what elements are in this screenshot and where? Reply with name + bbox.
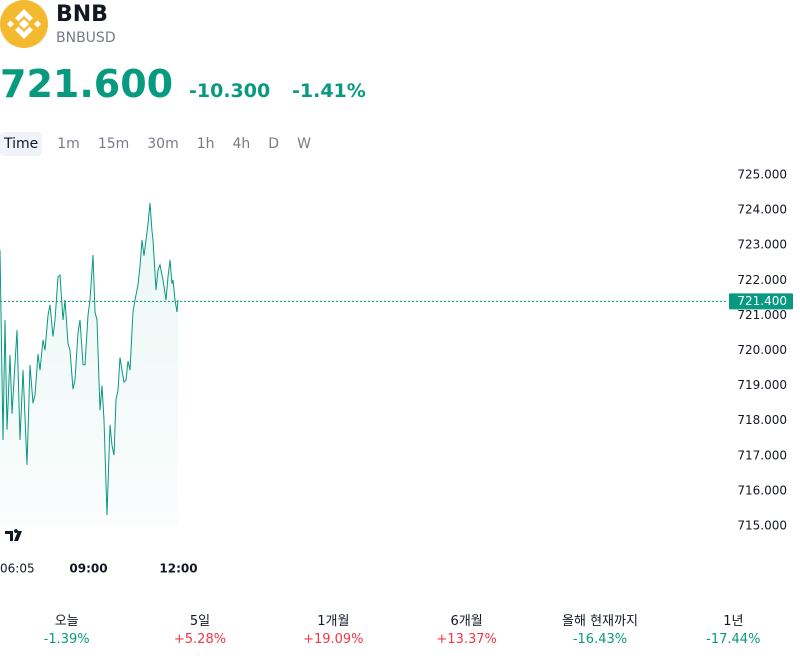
period-label: 5일 — [189, 614, 211, 629]
last-price-label: 721.400 — [737, 294, 787, 308]
x-tick-label: 09:00 — [69, 562, 107, 576]
timeframe-button[interactable]: 30m — [147, 136, 179, 152]
price-line — [0, 203, 179, 516]
timeframe-button[interactable]: 1m — [57, 136, 80, 152]
tv-logo — [1, 523, 27, 549]
timeframe-button[interactable]: 15m — [97, 136, 130, 152]
y-tick-label: 722.000 — [737, 273, 787, 287]
x-tick-label: 12:00 — [159, 562, 197, 576]
timeframe-button[interactable]: W — [297, 136, 311, 152]
performance-item: 오늘 -1.39% — [0, 610, 133, 647]
performance-item: 5일 +5.28% — [133, 610, 266, 647]
price-change: -10.300 — [189, 80, 271, 102]
period-label: 오늘 — [54, 614, 79, 629]
y-tick-label: 717.000 — [737, 448, 787, 462]
price: 721.600 — [0, 62, 174, 106]
period-label: 6개월 — [450, 614, 483, 629]
period-change: +19.09% — [303, 632, 364, 647]
performance-item: 올해 현재까지 -16.43% — [533, 610, 666, 647]
percent-change: -1.41% — [292, 80, 366, 102]
period-label: 1년 — [723, 614, 744, 629]
period-change: -17.44% — [706, 632, 761, 647]
symbol: BNB — [56, 2, 108, 27]
y-tick-label: 725.000 — [737, 168, 787, 182]
chart: 715.000 716.000 717.000 718.000 719.000 720.0… — [0, 168, 793, 576]
performance: 오늘 -1.39% 5일 +5.28% 1개월 +19.09% 6개월 +13.37% 올해 현… — [0, 610, 800, 647]
performance-item: 6개월 +13.37% — [400, 610, 533, 647]
timeframes: Time 1m 15m 30m 1h 4h D W — [0, 132, 320, 156]
period-change: +13.37% — [436, 632, 497, 647]
x-tick-label: 06:05 — [0, 562, 35, 576]
timeframe-button[interactable]: 4h — [232, 136, 251, 152]
timeframe-button[interactable]: D — [268, 136, 280, 152]
period-change: +5.28% — [173, 632, 227, 647]
performance-item: 1개월 +19.09% — [267, 610, 400, 647]
y-tick-label: 719.000 — [737, 378, 787, 392]
performance-item: 1년 -17.44% — [667, 610, 800, 647]
y-tick-label: 720.000 — [737, 343, 787, 357]
y-tick-label: 724.000 — [737, 203, 787, 217]
y-tick-label: 721.000 — [737, 308, 787, 322]
last-price-badge — [729, 293, 793, 310]
area-fill — [0, 203, 178, 526]
y-tick-label: 716.000 — [737, 483, 787, 497]
logo — [0, 0, 48, 48]
ticker: BNBUSD — [56, 30, 116, 46]
y-tick-label: 718.000 — [737, 413, 787, 427]
period-change: -1.39% — [43, 632, 90, 647]
timeframe-button[interactable]: 1h — [196, 136, 215, 152]
period-change: -16.43% — [572, 632, 628, 647]
y-tick-label: 715.000 — [737, 519, 787, 533]
period-label: 올해 현재까지 — [562, 614, 638, 629]
period-label: 1개월 — [317, 614, 350, 629]
y-tick-label: 723.000 — [737, 238, 787, 252]
timeframe-button[interactable]: Time — [0, 132, 43, 156]
